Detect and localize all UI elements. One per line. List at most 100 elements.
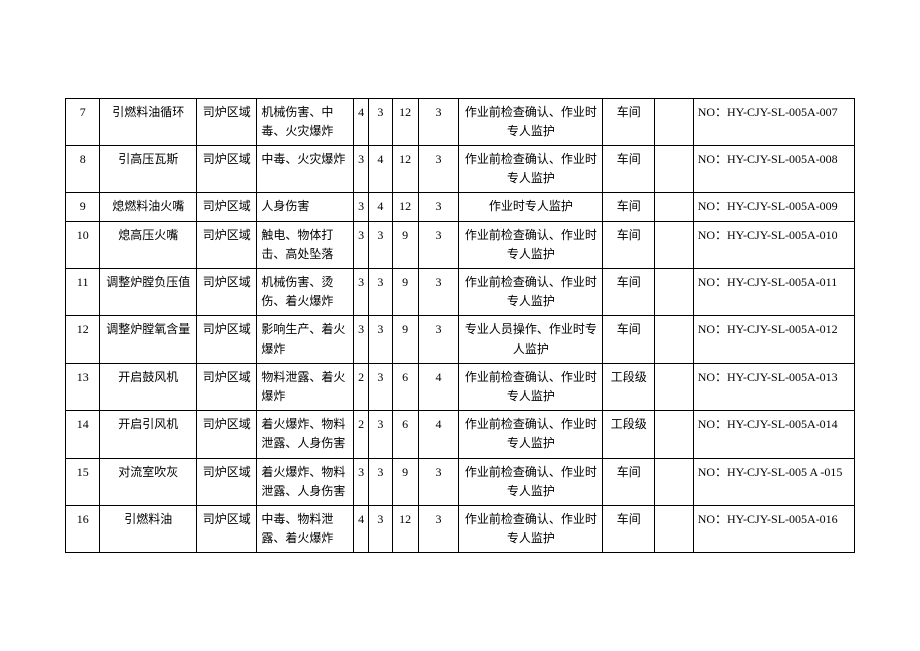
cell-n4: 3	[418, 98, 459, 145]
cell-n1: 3	[354, 146, 369, 193]
cell-op: 开启鼓风机	[100, 363, 197, 410]
table-row: 16引燃料油司炉区域中毒、物料泄露、着火爆炸43123作业前检查确认、作业时专人…	[66, 505, 855, 552]
cell-no: 16	[66, 505, 100, 552]
table-row: 11调整炉膛负压值司炉区域机械伤害、烫伤、着火爆炸3393作业前检查确认、作业时…	[66, 269, 855, 316]
cell-haz: 影响生产、着火爆炸	[257, 316, 354, 363]
cell-n2: 3	[369, 269, 393, 316]
table-row: 9熄燃料油火嘴司炉区域人身伤害34123作业时专人监护车间NO：HY-CJY-S…	[66, 193, 855, 221]
cell-ctrl: 作业前检查确认、作业时专人监护	[459, 221, 603, 268]
cell-n4: 4	[418, 411, 459, 458]
cell-blank	[655, 98, 694, 145]
table-row: 13开启鼓风机司炉区域物料泄露、着火爆炸2364作业前检查确认、作业时专人监护工…	[66, 363, 855, 410]
cell-code: NO：HY-CJY-SL-005A-009	[693, 193, 854, 221]
cell-lvl: 车间	[603, 505, 655, 552]
cell-n2: 4	[369, 193, 393, 221]
cell-n1: 3	[354, 193, 369, 221]
cell-lvl: 工段级	[603, 411, 655, 458]
cell-n3: 12	[392, 505, 418, 552]
cell-code: NO：HY-CJY-SL-005A-013	[693, 363, 854, 410]
cell-n3: 9	[392, 269, 418, 316]
cell-n2: 3	[369, 221, 393, 268]
cell-n1: 4	[354, 98, 369, 145]
cell-area: 司炉区域	[197, 146, 257, 193]
cell-blank	[655, 221, 694, 268]
cell-code: NO：HY-CJY-SL-005A-014	[693, 411, 854, 458]
cell-no: 10	[66, 221, 100, 268]
cell-ctrl: 作业前检查确认、作业时专人监护	[459, 411, 603, 458]
table-row: 7引燃料油循环司炉区域机械伤害、中毒、火灾爆炸43123作业前检查确认、作业时专…	[66, 98, 855, 145]
cell-n2: 3	[369, 458, 393, 505]
cell-area: 司炉区域	[197, 505, 257, 552]
cell-no: 14	[66, 411, 100, 458]
cell-blank	[655, 146, 694, 193]
table-row: 15对流室吹灰司炉区域着火爆炸、物料泄露、人身伤害3393作业前检查确认、作业时…	[66, 458, 855, 505]
cell-n3: 9	[392, 316, 418, 363]
cell-n4: 3	[418, 269, 459, 316]
cell-code: NO：HY-CJY-SL-005A-016	[693, 505, 854, 552]
cell-n1: 3	[354, 221, 369, 268]
cell-op: 引高压瓦斯	[100, 146, 197, 193]
cell-n4: 3	[418, 316, 459, 363]
table-row: 10熄高压火嘴司炉区域触电、物体打击、高处坠落3393作业前检查确认、作业时专人…	[66, 221, 855, 268]
cell-no: 11	[66, 269, 100, 316]
cell-n1: 2	[354, 411, 369, 458]
cell-blank	[655, 505, 694, 552]
cell-blank	[655, 363, 694, 410]
cell-lvl: 车间	[603, 269, 655, 316]
table-row: 8引高压瓦斯司炉区域中毒、火灾爆炸34123作业前检查确认、作业时专人监护车间N…	[66, 146, 855, 193]
cell-blank	[655, 458, 694, 505]
cell-haz: 物料泄露、着火爆炸	[257, 363, 354, 410]
cell-n3: 6	[392, 363, 418, 410]
cell-blank	[655, 411, 694, 458]
cell-op: 调整炉膛氧含量	[100, 316, 197, 363]
cell-haz: 机械伤害、中毒、火灾爆炸	[257, 98, 354, 145]
cell-op: 引燃料油	[100, 505, 197, 552]
cell-ctrl: 作业前检查确认、作业时专人监护	[459, 363, 603, 410]
cell-blank	[655, 269, 694, 316]
cell-n2: 3	[369, 98, 393, 145]
cell-area: 司炉区域	[197, 98, 257, 145]
cell-n3: 12	[392, 98, 418, 145]
cell-op: 调整炉膛负压值	[100, 269, 197, 316]
cell-area: 司炉区域	[197, 458, 257, 505]
cell-code: NO：HY-CJY-SL-005A-008	[693, 146, 854, 193]
cell-haz: 触电、物体打击、高处坠落	[257, 221, 354, 268]
cell-area: 司炉区域	[197, 316, 257, 363]
cell-no: 9	[66, 193, 100, 221]
cell-n1: 3	[354, 458, 369, 505]
cell-area: 司炉区域	[197, 411, 257, 458]
cell-lvl: 车间	[603, 221, 655, 268]
cell-n3: 12	[392, 193, 418, 221]
cell-n4: 3	[418, 458, 459, 505]
cell-ctrl: 作业前检查确认、作业时专人监护	[459, 98, 603, 145]
cell-n3: 9	[392, 458, 418, 505]
cell-n4: 4	[418, 363, 459, 410]
cell-op: 熄燃料油火嘴	[100, 193, 197, 221]
cell-no: 13	[66, 363, 100, 410]
cell-ctrl: 作业时专人监护	[459, 193, 603, 221]
hazard-table: 7引燃料油循环司炉区域机械伤害、中毒、火灾爆炸43123作业前检查确认、作业时专…	[65, 98, 855, 554]
cell-op: 引燃料油循环	[100, 98, 197, 145]
table-row: 12调整炉膛氧含量司炉区域影响生产、着火爆炸3393专业人员操作、作业时专人监护…	[66, 316, 855, 363]
cell-area: 司炉区域	[197, 363, 257, 410]
cell-n3: 6	[392, 411, 418, 458]
cell-haz: 机械伤害、烫伤、着火爆炸	[257, 269, 354, 316]
table-body: 7引燃料油循环司炉区域机械伤害、中毒、火灾爆炸43123作业前检查确认、作业时专…	[66, 98, 855, 553]
cell-n4: 3	[418, 193, 459, 221]
cell-lvl: 车间	[603, 458, 655, 505]
cell-no: 7	[66, 98, 100, 145]
cell-op: 熄高压火嘴	[100, 221, 197, 268]
cell-no: 12	[66, 316, 100, 363]
cell-ctrl: 作业前检查确认、作业时专人监护	[459, 458, 603, 505]
cell-ctrl: 专业人员操作、作业时专人监护	[459, 316, 603, 363]
cell-ctrl: 作业前检查确认、作业时专人监护	[459, 505, 603, 552]
cell-lvl: 车间	[603, 316, 655, 363]
cell-haz: 中毒、物料泄露、着火爆炸	[257, 505, 354, 552]
cell-n2: 3	[369, 363, 393, 410]
cell-n2: 3	[369, 316, 393, 363]
cell-ctrl: 作业前检查确认、作业时专人监护	[459, 269, 603, 316]
cell-n1: 2	[354, 363, 369, 410]
cell-op: 对流室吹灰	[100, 458, 197, 505]
cell-haz: 着火爆炸、物料泄露、人身伤害	[257, 458, 354, 505]
cell-blank	[655, 316, 694, 363]
